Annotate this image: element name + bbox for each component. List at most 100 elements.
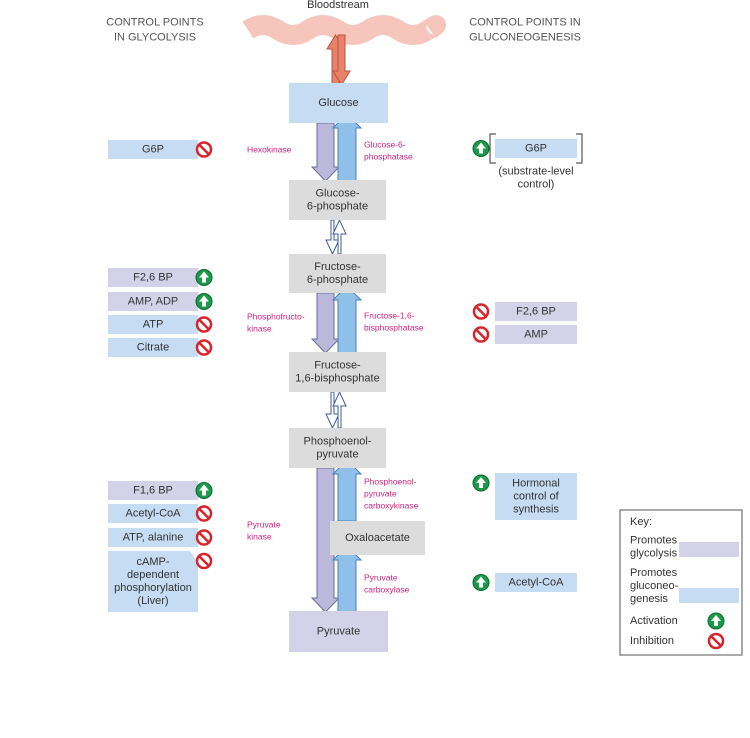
control-box — [108, 481, 198, 500]
control-label: dependent — [127, 569, 179, 581]
control-box — [108, 140, 198, 159]
control-label: Citrate — [137, 341, 169, 353]
metabolite-label: 6-phosphate — [307, 274, 368, 286]
metabolite-box — [289, 254, 386, 293]
control-label: F2,6 BP — [516, 305, 556, 317]
control-label: Acetyl-CoA — [125, 507, 181, 519]
key-label: glycolysis — [630, 547, 678, 559]
control-label: cAMP- — [137, 556, 170, 568]
control-box — [108, 268, 198, 287]
up-arrow — [332, 390, 347, 429]
up-arrow — [331, 545, 363, 613]
control-label: F2,6 BP — [133, 271, 173, 283]
control-label: AMP, ADP — [128, 295, 179, 307]
enzyme-label: Fructose-1,6- — [364, 310, 415, 320]
enzyme-label: kinase — [247, 323, 272, 333]
enzyme-label: Pyruvate — [364, 572, 398, 582]
metabolite-label: Glucose — [318, 97, 358, 109]
key-box — [619, 509, 743, 656]
control-label: Acetyl-CoA — [508, 576, 564, 588]
control-label: G6P — [525, 142, 547, 154]
inhibition-slash — [198, 555, 210, 567]
inhibition-slash — [198, 507, 210, 520]
key-label: gluconeo- — [630, 580, 679, 592]
gluconeogenesis-title: GLUCONEOGENESIS — [469, 31, 581, 43]
control-box — [108, 315, 198, 334]
enzyme-label: carboxylase — [364, 584, 410, 594]
key-label: Promotes — [630, 567, 678, 579]
control-box — [495, 139, 577, 158]
glycolysis-title: CONTROL POINTS — [106, 16, 203, 28]
metabolite-box — [289, 180, 386, 220]
control-label: Hormonal — [512, 477, 560, 489]
metabolite-label: Glucose- — [315, 187, 359, 199]
enzyme-label: bisphosphatase — [364, 322, 424, 332]
control-label: G6P — [142, 143, 164, 155]
gluconeogenesis-title: CONTROL POINTS IN — [469, 16, 580, 28]
down-arrow — [310, 122, 341, 182]
control-box — [495, 473, 577, 520]
metabolite-label: Oxaloacetate — [345, 532, 410, 544]
enzyme-label: Pyruvate — [247, 519, 281, 529]
inhibition-slash — [475, 305, 487, 318]
enzyme-label: Glucose-6- — [364, 139, 406, 149]
metabolite-label: Fructose- — [314, 359, 361, 371]
metabolite-label: 6-phosphate — [307, 200, 368, 212]
bloodstream-band — [242, 15, 446, 45]
up-arrow — [331, 113, 363, 182]
control-box — [495, 325, 577, 344]
activation-arrow — [476, 477, 486, 488]
inhibition-slash — [198, 341, 210, 354]
control-label: synthesis — [513, 503, 559, 515]
enzyme-label: Phosphoenol- — [364, 476, 417, 486]
inhibition-slash — [710, 635, 722, 647]
bloodstream-label: Bloodstream — [307, 0, 369, 11]
control-note: (substrate-level — [498, 165, 573, 177]
key-label: Inhibition — [630, 635, 674, 647]
control-label: phosphorylation — [114, 582, 192, 594]
key-label: Promotes — [630, 534, 678, 546]
activation-arrow — [476, 576, 486, 588]
control-box — [495, 302, 577, 321]
inhibition-slash — [198, 318, 210, 331]
control-box — [108, 338, 198, 357]
activation-arrow — [199, 484, 209, 496]
metabolite-box — [289, 611, 388, 652]
control-box — [108, 292, 198, 311]
metabolite-label: Fructose- — [314, 261, 361, 273]
metabolite-label: pyruvate — [316, 448, 358, 460]
control-note: control) — [518, 178, 555, 190]
control-label: AMP — [524, 328, 548, 340]
enzyme-label: kinase — [247, 531, 272, 541]
key-label: Activation — [630, 615, 678, 627]
enzyme-label: carboxykinase — [364, 500, 419, 510]
control-box — [108, 528, 198, 547]
enzyme-label: pyruvate — [364, 488, 397, 498]
up-arrow — [331, 459, 363, 522]
metabolite-label: Pyruvate — [317, 625, 360, 637]
down-arrow — [325, 219, 340, 256]
activation-arrow — [476, 142, 486, 154]
enzyme-label: phosphatase — [364, 151, 413, 161]
key-swatch — [679, 542, 739, 557]
enzyme-label: Phosphofructo- — [247, 311, 305, 321]
activation-arrow — [711, 615, 721, 626]
control-box — [495, 573, 577, 592]
control-label: ATP — [143, 318, 164, 330]
inhibition-slash — [198, 531, 210, 544]
control-label: (Liver) — [137, 595, 168, 607]
glycolysis-title: IN GLYCOLYSIS — [114, 31, 196, 43]
activation-arrow — [199, 271, 209, 283]
metabolite-box — [289, 352, 386, 392]
key-label: genesis — [630, 593, 668, 605]
key-title: Key: — [630, 516, 652, 528]
metabolite-box — [289, 83, 388, 123]
metabolite-box — [289, 428, 386, 468]
up-arrow — [331, 285, 363, 354]
down-arrow — [332, 34, 351, 86]
control-label: F1,6 BP — [133, 484, 173, 496]
metabolite-label: 1,6-bisphosphate — [295, 372, 379, 384]
key-swatch — [679, 588, 739, 603]
